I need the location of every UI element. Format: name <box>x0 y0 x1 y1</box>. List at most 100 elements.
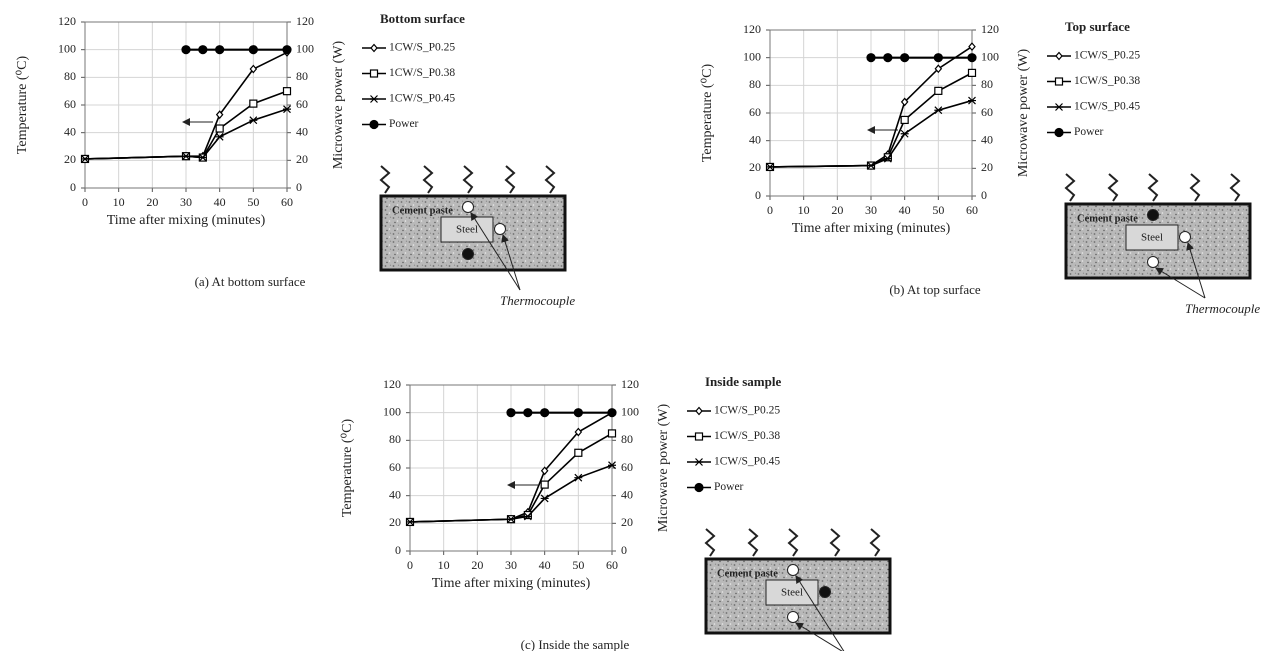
steel-bar <box>1125 224 1179 251</box>
legend-label: 1CW/S_P0.25 <box>714 405 780 417</box>
y-tick-label: 80 <box>749 77 761 91</box>
marker <box>81 155 89 163</box>
y2-tick-label: 0 <box>621 543 627 557</box>
legend-label: Power <box>389 118 419 130</box>
marker <box>1054 127 1064 138</box>
y-tick-label: 20 <box>64 152 76 166</box>
steel-label: Steel <box>456 224 478 236</box>
y-tick-label: 60 <box>749 105 761 119</box>
thermocouple-label: Thermocouple <box>1185 301 1260 316</box>
x-tick-label: 50 <box>247 195 259 209</box>
y2-axis-title: Microwave power (W) <box>656 404 671 533</box>
microwave-wave <box>504 165 516 194</box>
steel-bar <box>765 579 819 606</box>
y2-tick-label: 60 <box>621 460 633 474</box>
marker <box>1054 77 1064 86</box>
marker <box>934 106 943 115</box>
thermocouple <box>462 201 474 213</box>
series-line <box>769 99 973 168</box>
y2-tick-label: 20 <box>981 160 993 174</box>
marker <box>249 116 258 125</box>
microwave-wave <box>544 165 556 194</box>
marker <box>883 154 892 163</box>
microwave-wave <box>787 528 799 557</box>
y-tick-label: 120 <box>743 22 761 36</box>
y-tick-label: 100 <box>743 49 761 63</box>
y2-tick-label: 40 <box>621 487 633 501</box>
marker <box>695 458 703 466</box>
microwave-wave <box>379 165 391 194</box>
y2-tick-label: 120 <box>981 22 999 36</box>
y-axis-title: Temperature (⁰C) <box>340 419 355 518</box>
marker <box>369 69 379 78</box>
legend-label: 1CW/S_P0.25 <box>389 42 455 54</box>
marker <box>608 461 616 470</box>
series-line <box>84 108 288 160</box>
thermocouple-arrow <box>501 234 521 291</box>
caption: (a) At bottom surface <box>195 274 306 289</box>
marker <box>883 53 893 63</box>
x-tick-label: 40 <box>899 203 911 217</box>
microwave-wave <box>1064 173 1076 202</box>
marker <box>968 42 976 52</box>
thermocouple-arrow <box>795 622 843 651</box>
caption: (c) Inside the sample <box>521 637 630 651</box>
marker <box>215 132 224 141</box>
marker <box>523 512 532 521</box>
microwave-wave <box>869 528 881 557</box>
y2-tick-label: 120 <box>621 377 639 391</box>
legend-title: Top surface <box>1065 19 1130 34</box>
x-tick-label: 60 <box>606 558 618 572</box>
y2-tick-label: 40 <box>296 124 308 138</box>
legend-title: Inside sample <box>705 374 781 389</box>
steel-label: Steel <box>781 587 803 599</box>
y-tick-label: 100 <box>383 404 401 418</box>
x-tick-label: 40 <box>214 195 226 209</box>
marker <box>507 515 515 524</box>
y2-tick-label: 60 <box>981 105 993 119</box>
marker <box>282 87 292 96</box>
legend-label: 1CW/S_P0.38 <box>389 67 455 79</box>
y-tick-label: 40 <box>64 124 76 138</box>
marker <box>283 105 291 114</box>
legend-label: 1CW/S_P0.45 <box>389 93 455 105</box>
microwave-wave <box>829 528 841 557</box>
marker <box>370 43 378 53</box>
marker <box>282 45 292 55</box>
y-tick-label: 120 <box>383 377 401 391</box>
microwave-wave <box>704 528 716 557</box>
x-tick-label: 10 <box>113 195 125 209</box>
marker <box>540 494 549 503</box>
microwave-wave <box>1147 173 1159 202</box>
marker <box>867 161 875 170</box>
marker <box>540 408 550 418</box>
marker <box>1055 103 1063 111</box>
y2-tick-label: 20 <box>296 152 308 166</box>
y2-tick-label: 100 <box>296 41 314 55</box>
legend-label: 1CW/S_P0.38 <box>714 430 780 442</box>
y2-tick-label: 120 <box>296 14 314 28</box>
cement-label: Cement paste <box>392 205 453 216</box>
y-tick-label: 20 <box>749 160 761 174</box>
x-tick-label: 0 <box>82 195 88 209</box>
marker <box>900 97 909 107</box>
y2-tick-label: 60 <box>296 97 308 111</box>
cement-label: Cement paste <box>717 568 778 579</box>
y-tick-label: 120 <box>58 14 76 28</box>
x-axis-title: Time after mixing (minutes) <box>107 213 266 228</box>
plot-frame <box>769 29 973 197</box>
y2-tick-label: 0 <box>296 180 302 194</box>
legend-label: 1CW/S_P0.45 <box>1074 101 1140 113</box>
marker <box>574 473 583 482</box>
thermocouple <box>787 611 799 623</box>
x-tick-label: 10 <box>438 558 450 572</box>
marker <box>1055 51 1063 61</box>
x-tick-label: 60 <box>966 203 978 217</box>
steel-bar <box>440 216 494 243</box>
x-tick-label: 30 <box>865 203 877 217</box>
x-tick-label: 30 <box>180 195 192 209</box>
marker <box>181 45 191 55</box>
thermocouple-arrow <box>470 212 521 291</box>
